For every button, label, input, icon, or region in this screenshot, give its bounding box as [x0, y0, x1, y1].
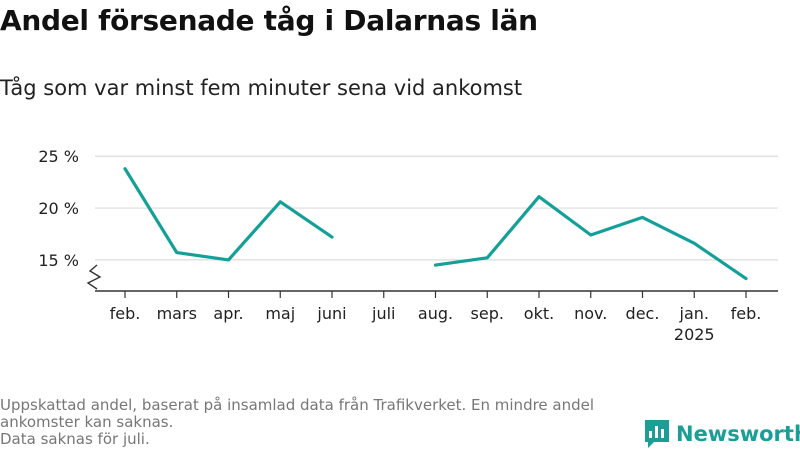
y-axis: 15 % 20 % 25 % [38, 147, 102, 290]
series-line-segment [123, 167, 334, 262]
footer-line-3: Data saknas för juli. [0, 430, 150, 448]
gridlines [95, 155, 778, 261]
x-tick-label: juni [316, 304, 346, 323]
y-tick-label: 15 % [38, 251, 79, 270]
x-tick-label: feb. [731, 304, 762, 323]
y-tick-label: 20 % [38, 199, 79, 218]
series-line-segment [433, 195, 748, 281]
x-tick-label: dec. [626, 304, 660, 323]
x-tick-label: okt. [524, 304, 554, 323]
x-tick-label: apr. [213, 304, 243, 323]
x-tick-label: sep. [471, 304, 504, 323]
newsworthy-logo-icon [645, 420, 669, 448]
footer-line-1: Uppskattad andel, baserat på insamlad da… [0, 396, 595, 414]
series-lines [123, 167, 748, 281]
x-tick-label: jan. [679, 304, 709, 323]
y-tick-label: 25 % [38, 147, 79, 166]
x-tick-sublabel: 2025 [674, 325, 715, 344]
line-chart: 15 % 20 % 25 % feb. mars apr. maj juni juli aug.… [38, 147, 778, 344]
chart-subtitle: Tåg som var minst fem minuter sena vid a… [0, 76, 523, 100]
brand-name: Newsworthy [676, 422, 800, 446]
x-tick-label: feb. [110, 304, 141, 323]
x-axis: feb. mars apr. maj juni juli aug. sep. okt. nov. d… [95, 290, 778, 344]
chart-title: Andel försenade tåg i Dalarnas län [0, 4, 538, 37]
x-tick-label: juli [371, 304, 395, 323]
x-tick-label: aug. [418, 304, 453, 323]
x-tick-label: mars [157, 304, 197, 323]
x-tick-label: nov. [574, 304, 607, 323]
axis-break-icon [86, 264, 102, 290]
footer-note: Uppskattad andel, baserat på insamlad da… [0, 397, 630, 448]
footer-line-2: ankomster kan saknas. [0, 413, 174, 431]
brand: Newsworthy [645, 420, 800, 448]
x-tick-label: maj [265, 304, 295, 323]
